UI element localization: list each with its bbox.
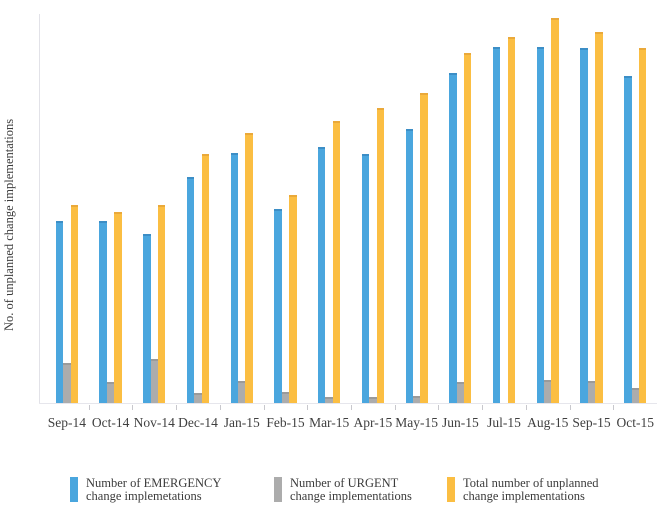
x-axis-tick bbox=[219, 405, 221, 410]
bar bbox=[456, 382, 465, 403]
x-axis-label: Jun-15 bbox=[441, 415, 479, 430]
bar-group-jan-15 bbox=[220, 14, 264, 403]
bar bbox=[157, 205, 166, 403]
bar-group-oct-14 bbox=[89, 14, 133, 403]
x-axis-tick bbox=[394, 405, 396, 410]
bar bbox=[580, 48, 588, 403]
bar-group-jul-15 bbox=[482, 14, 526, 403]
bar bbox=[449, 73, 457, 403]
x-axis-label: May-15 bbox=[395, 415, 438, 430]
legend-label: Total number of unplanned change implemen… bbox=[463, 476, 599, 503]
bar bbox=[143, 234, 151, 403]
legend-label: Number of URGENT change implementations bbox=[290, 476, 412, 503]
bar bbox=[536, 47, 545, 403]
bar-group-oct-15 bbox=[613, 14, 657, 403]
bar bbox=[150, 359, 158, 403]
x-axis-label: Dec-14 bbox=[178, 415, 218, 430]
x-axis-label: Sep-15 bbox=[572, 415, 611, 430]
bar-group-jun-15 bbox=[438, 14, 482, 403]
bar bbox=[281, 392, 290, 403]
bar bbox=[376, 108, 384, 403]
x-axis-label: Jan-15 bbox=[223, 415, 260, 430]
x-axis-tick bbox=[132, 405, 134, 410]
bar bbox=[230, 153, 239, 403]
bar bbox=[507, 37, 516, 403]
x-axis-label: Nov-14 bbox=[133, 415, 175, 430]
bar-group-aug-15 bbox=[526, 14, 570, 403]
bar bbox=[624, 76, 632, 403]
x-axis-labels: Sep-14 Oct-14 Nov-14 Dec-14 Jan-15 Feb-15 Mar-… bbox=[39, 415, 657, 431]
legend-item: Total number of unplanned change implemen… bbox=[447, 477, 599, 503]
legend-item: Number of URGENT change implementations bbox=[274, 477, 412, 503]
bar bbox=[361, 154, 370, 403]
bar bbox=[464, 53, 472, 403]
bar bbox=[332, 121, 341, 403]
bar bbox=[544, 380, 552, 403]
x-axis-label: Mar-15 bbox=[309, 415, 350, 430]
bar bbox=[492, 47, 501, 403]
bar-group-sep-15 bbox=[570, 14, 614, 403]
bar-group-apr-15 bbox=[351, 14, 395, 403]
legend-swatch-icon bbox=[447, 477, 455, 502]
y-axis-title: No. of unplanned change implementations bbox=[2, 118, 16, 332]
bar bbox=[318, 147, 326, 403]
bar bbox=[194, 393, 202, 403]
bar bbox=[325, 397, 333, 403]
bars-container bbox=[39, 14, 657, 403]
bar bbox=[274, 209, 282, 403]
bar bbox=[420, 93, 428, 403]
x-axis-tick bbox=[438, 405, 440, 410]
bar-group-feb-15 bbox=[264, 14, 308, 403]
bar bbox=[114, 212, 122, 403]
bar bbox=[201, 154, 210, 403]
x-axis-label: Aug-15 bbox=[527, 415, 569, 430]
bar bbox=[638, 48, 647, 403]
x-axis-label: Apr-15 bbox=[353, 415, 393, 430]
x-axis-ticks bbox=[39, 404, 657, 410]
bar-group-mar-15 bbox=[307, 14, 351, 403]
x-axis-tick bbox=[525, 405, 527, 410]
x-axis-tick bbox=[307, 405, 309, 410]
x-axis-tick bbox=[351, 405, 352, 410]
legend-label: Number of EMERGENCY change implemetations bbox=[86, 476, 222, 503]
bar bbox=[631, 388, 639, 403]
bar bbox=[238, 381, 246, 403]
x-axis-label: Sep-14 bbox=[47, 415, 86, 430]
x-axis-label: Jul-15 bbox=[487, 415, 521, 430]
bar bbox=[551, 18, 559, 403]
bar-group-sep-14 bbox=[45, 14, 89, 403]
x-axis-tick bbox=[263, 405, 265, 410]
bar bbox=[587, 381, 596, 403]
bar-group-dec-14 bbox=[176, 14, 220, 403]
bar bbox=[245, 133, 253, 403]
legend-swatch-icon bbox=[274, 477, 282, 502]
x-axis-tick bbox=[482, 405, 484, 410]
x-axis-tick bbox=[569, 405, 571, 410]
plot-area bbox=[39, 14, 657, 410]
bar bbox=[405, 129, 413, 403]
x-axis-label: Oct-15 bbox=[616, 415, 654, 430]
bar bbox=[289, 195, 297, 403]
x-axis-tick bbox=[613, 405, 615, 410]
bar bbox=[106, 382, 115, 403]
bar bbox=[186, 177, 195, 403]
y-axis-line bbox=[39, 14, 40, 404]
bar bbox=[70, 205, 78, 403]
bar bbox=[412, 396, 421, 403]
x-axis-tick bbox=[176, 405, 178, 410]
bar bbox=[63, 363, 71, 403]
bar-group-may-15 bbox=[395, 14, 439, 403]
x-axis-label: Oct-14 bbox=[91, 415, 130, 430]
legend-swatch-icon bbox=[70, 477, 78, 502]
x-axis-line bbox=[39, 403, 657, 404]
x-axis-label: Feb-15 bbox=[266, 415, 305, 430]
bar bbox=[369, 397, 377, 403]
x-axis-tick bbox=[88, 405, 90, 410]
bar bbox=[55, 221, 64, 403]
legend-item: Number of EMERGENCY change implemetations bbox=[70, 477, 221, 503]
bar bbox=[595, 32, 603, 403]
bar-group-nov-14 bbox=[132, 14, 176, 403]
bar bbox=[99, 221, 107, 403]
